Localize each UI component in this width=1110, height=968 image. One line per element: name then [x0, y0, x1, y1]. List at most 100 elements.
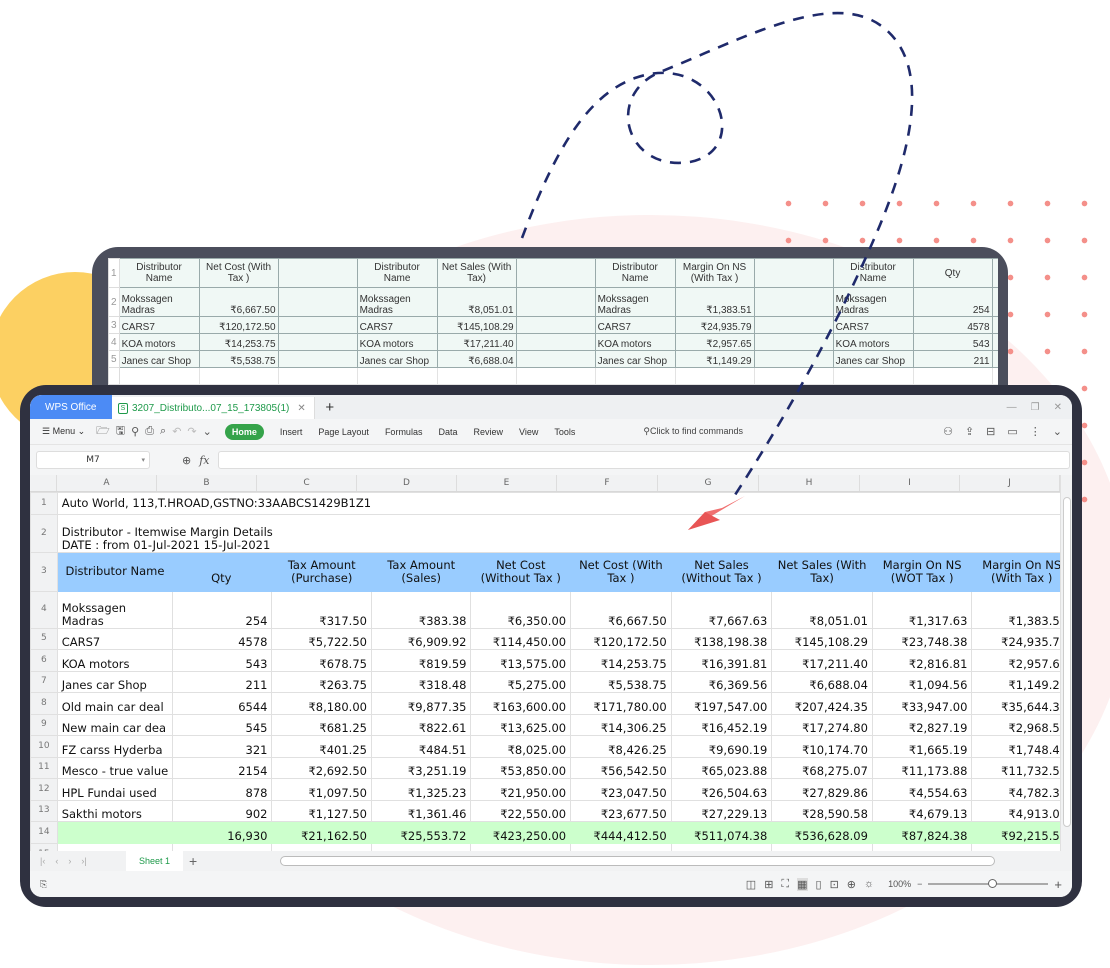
vertical-scrollbar[interactable] [1060, 475, 1072, 851]
eye-protection-icon[interactable]: ☼ [864, 877, 875, 890]
table-cell[interactable]: ₹14,253.75 [570, 649, 672, 672]
empty-cell[interactable] [56, 843, 174, 851]
page-break-icon[interactable]: ▯ [815, 878, 822, 891]
back-cell[interactable] [753, 287, 834, 317]
table-cell[interactable]: ₹1,317.63 [871, 590, 973, 629]
new-tab-button[interactable]: + [325, 399, 335, 416]
back-cell[interactable]: Janes car Shop [118, 350, 200, 368]
collapse-ribbon-icon[interactable]: ⌄ [1052, 426, 1062, 438]
more-icon[interactable]: ⋮ [1029, 426, 1041, 438]
first-sheet-icon[interactable]: |‹ [40, 856, 46, 866]
table-cell[interactable]: ₹6,909.92 [370, 627, 472, 650]
back-cell[interactable]: ₹2,957.65 [674, 333, 755, 351]
back-cell[interactable] [277, 258, 358, 288]
back-cell[interactable] [436, 367, 517, 385]
table-cell[interactable]: ₹5,722.50 [271, 627, 372, 650]
normal-view-icon[interactable]: ▦ [797, 877, 808, 891]
table-cell[interactable]: ₹4,913.08 [971, 799, 1072, 822]
table-cell[interactable]: ₹318.48 [370, 670, 472, 693]
back-cell[interactable] [277, 287, 358, 317]
total-cell[interactable]: 16,930 [172, 821, 273, 844]
next-sheet-icon[interactable]: › [68, 856, 72, 866]
back-cell[interactable]: ₹1,149.29 [674, 350, 755, 368]
back-cell[interactable]: Distributor Name [356, 258, 438, 288]
open-icon[interactable]: 🗁 [96, 425, 110, 437]
table-cell[interactable]: ₹28,590.58 [771, 799, 873, 822]
freeze-icon[interactable]: ⊞ [764, 878, 774, 891]
table-cell[interactable]: ₹822.61 [370, 713, 472, 736]
tab-tools[interactable]: Tools [554, 426, 576, 437]
zoom-slider-knob[interactable] [988, 879, 998, 888]
prev-sheet-icon[interactable]: ‹ [55, 856, 59, 866]
add-sheet-button[interactable]: + [189, 853, 198, 869]
back-cell[interactable]: CARS7 [356, 316, 438, 334]
table-cell[interactable]: ₹16,452.19 [670, 713, 773, 736]
print-icon[interactable]: ⎙ [145, 425, 155, 437]
back-cell[interactable]: Mokssagen Madras [832, 287, 914, 317]
table-cell[interactable]: ₹6,350.00 [470, 590, 572, 629]
table-cell[interactable]: ₹16,391.81 [670, 649, 773, 672]
back-cell[interactable]: ₹6,688.04 [436, 350, 517, 368]
row-number[interactable]: 9 [30, 713, 58, 736]
table-cell[interactable]: ₹6,369.56 [670, 670, 773, 693]
table-cell[interactable]: ₹8,426.25 [570, 735, 672, 758]
column-header-j[interactable]: J [960, 475, 1060, 491]
print-preview-icon[interactable]: ⌕ [160, 425, 167, 437]
column-header-i[interactable]: I [860, 475, 960, 491]
total-cell[interactable]: ₹423,250.00 [470, 821, 572, 844]
sheet-tab-1[interactable]: Sheet 1 [126, 851, 184, 871]
total-cell[interactable]: ₹87,824.38 [871, 821, 973, 844]
table-cell[interactable]: ₹1,094.56 [871, 670, 973, 693]
back-cell[interactable]: ₹120,172.50 [198, 316, 279, 334]
table-cell[interactable]: ₹2,957.65 [971, 649, 1072, 672]
table-cell[interactable]: ₹14,306.25 [570, 713, 672, 736]
back-cell[interactable]: CARS7 [594, 316, 676, 334]
row-number[interactable]: 8 [30, 692, 58, 715]
tab-data[interactable]: Data [438, 426, 458, 437]
back-cell[interactable] [594, 367, 676, 385]
tab-review[interactable]: Review [473, 426, 503, 437]
total-cell[interactable]: ₹536,628.09 [771, 821, 873, 844]
table-cell[interactable]: ₹1,361.46 [370, 799, 472, 822]
back-cell[interactable]: Mokssagen Madras [118, 287, 200, 317]
find-commands[interactable]: ⚲Click to find commands [643, 426, 743, 437]
back-cell[interactable]: KOA motors [832, 333, 914, 351]
row-number[interactable]: 14 [30, 821, 58, 844]
table-cell[interactable]: FZ carss Hyderba [56, 735, 174, 758]
table-cell[interactable]: ₹263.75 [271, 670, 372, 693]
comment-icon[interactable]: ▭ [1007, 426, 1018, 438]
back-cell[interactable]: 254 [912, 287, 993, 317]
column-header-b[interactable]: B [157, 475, 257, 491]
select-all-corner[interactable] [30, 475, 57, 491]
back-cell[interactable] [912, 367, 993, 385]
tab-page-layout[interactable]: Page Layout [318, 426, 369, 437]
table-cell[interactable]: ₹1,127.50 [271, 799, 372, 822]
back-cell[interactable]: KOA motors [356, 333, 438, 351]
tab-view[interactable]: View [518, 426, 539, 437]
table-cell[interactable]: ₹8,025.00 [470, 735, 572, 758]
back-cell[interactable] [277, 367, 358, 385]
back-cell[interactable]: ₹6,667.50 [198, 287, 279, 317]
back-cell[interactable]: Distributor Name [594, 258, 676, 288]
table-cell[interactable]: ₹6,667.50 [570, 590, 672, 629]
reading-mode-icon[interactable]: ◫ [745, 878, 757, 891]
back-cell[interactable] [515, 316, 596, 334]
row-number[interactable]: 7 [30, 670, 58, 693]
table-cell[interactable]: ₹4,554.63 [871, 778, 973, 801]
format-painter-icon[interactable]: ⚲ [131, 426, 140, 438]
sync-icon[interactable]: ⊟ [986, 426, 996, 438]
tab-insert[interactable]: Insert [279, 426, 303, 437]
total-cell[interactable]: ₹92,215.59 [971, 821, 1072, 844]
back-cell[interactable] [277, 350, 358, 368]
zoom-level[interactable]: 100% [888, 879, 912, 889]
table-cell[interactable]: ₹383.38 [370, 590, 472, 629]
column-header-c[interactable]: C [257, 475, 357, 491]
row-number[interactable]: 11 [30, 756, 58, 779]
back-cell[interactable] [753, 316, 834, 334]
table-cell[interactable]: ₹1,097.50 [271, 778, 372, 801]
total-cell[interactable]: ₹21,162.50 [271, 821, 372, 844]
row-number[interactable]: 4 [30, 590, 58, 629]
table-cell[interactable]: ₹317.50 [271, 590, 372, 629]
column-header-h[interactable]: H [759, 475, 860, 491]
